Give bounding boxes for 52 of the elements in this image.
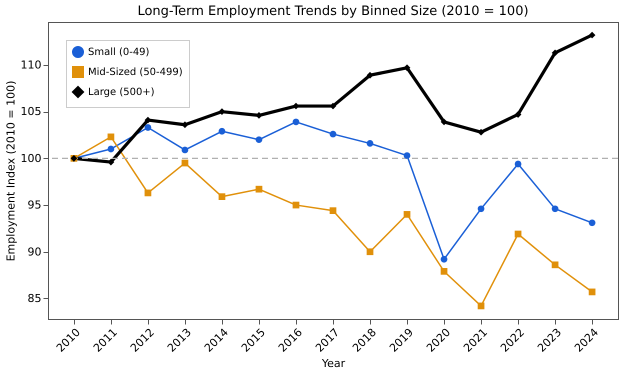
point — [440, 118, 448, 126]
point — [218, 128, 226, 135]
point — [404, 64, 410, 72]
point — [144, 116, 152, 124]
x-axis-title: Year — [320, 357, 346, 370]
point — [108, 146, 114, 152]
point — [330, 130, 336, 138]
y-tick-label: 110 — [20, 58, 42, 72]
point — [552, 261, 558, 268]
point — [292, 118, 300, 126]
point — [108, 158, 114, 166]
point — [588, 219, 596, 226]
point — [478, 205, 484, 212]
point — [514, 111, 522, 118]
point — [366, 248, 374, 256]
legend-label: Small (0-49) — [88, 47, 150, 58]
point — [552, 205, 558, 212]
point — [514, 230, 522, 238]
point — [182, 160, 188, 166]
point — [366, 140, 374, 147]
legend-label: Large (500+) — [88, 87, 155, 98]
legend-label: Mid-Sized (50-499) — [88, 67, 183, 78]
y-tick-label: 95 — [28, 198, 42, 212]
point — [256, 112, 262, 119]
point — [404, 211, 410, 218]
point — [256, 136, 262, 144]
point — [478, 128, 484, 136]
y-tick-label: 90 — [28, 245, 42, 258]
point — [144, 124, 152, 131]
point — [514, 160, 522, 168]
point — [404, 152, 410, 159]
point — [366, 72, 374, 79]
point — [552, 49, 558, 56]
point — [588, 288, 596, 296]
point — [256, 186, 262, 193]
point — [330, 207, 336, 214]
y-tick-label: 105 — [20, 105, 42, 118]
point — [218, 193, 226, 200]
point — [440, 268, 448, 275]
point — [108, 134, 114, 140]
point — [144, 190, 152, 196]
point — [218, 108, 226, 116]
y-axis-title: Employment Index (2010 = 100) — [4, 80, 18, 262]
point — [588, 32, 596, 38]
y-tick-label: 100 — [20, 152, 42, 165]
point — [292, 202, 300, 208]
y-tick-label: 85 — [28, 292, 42, 305]
point — [182, 121, 188, 128]
chart-title: Long-Term Employment Trends by Binned Size (2010 = 100) — [137, 4, 529, 19]
point — [478, 302, 484, 310]
point — [182, 146, 188, 154]
point — [440, 256, 448, 263]
